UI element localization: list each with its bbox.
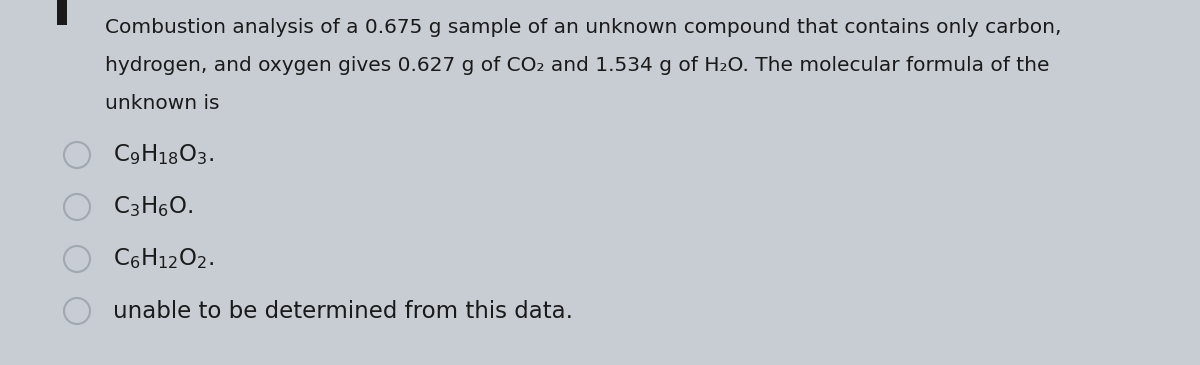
Text: $\mathrm{C_9H_{18}O_3}.$: $\mathrm{C_9H_{18}O_3}.$ — [113, 143, 215, 168]
Text: unable to be determined from this data.: unable to be determined from this data. — [113, 300, 574, 323]
Text: hydrogen, and oxygen gives 0.627 g of CO₂ and 1.534 g of H₂O. The molecular form: hydrogen, and oxygen gives 0.627 g of CO… — [106, 56, 1050, 75]
Text: $\mathrm{C_3H_6O}.$: $\mathrm{C_3H_6O}.$ — [113, 195, 193, 219]
Bar — [58, 0, 67, 25]
Text: $\mathrm{C_6H_{12}O_2}.$: $\mathrm{C_6H_{12}O_2}.$ — [113, 246, 215, 272]
Text: unknown is: unknown is — [106, 94, 220, 113]
Text: Combustion analysis of a 0.675 g sample of an unknown compound that contains onl: Combustion analysis of a 0.675 g sample … — [106, 18, 1062, 37]
